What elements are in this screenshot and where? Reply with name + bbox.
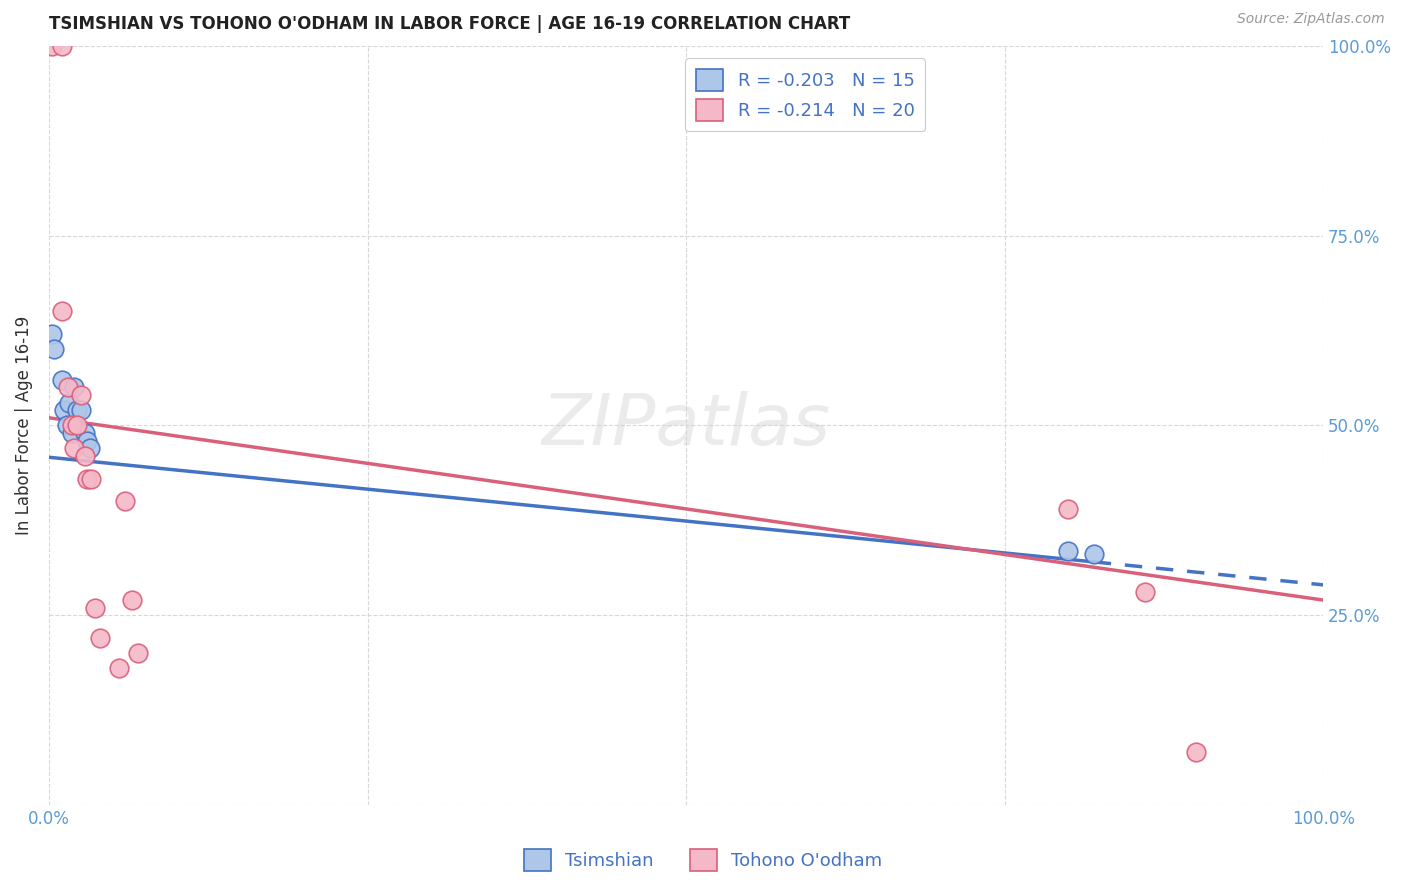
- Point: [63, 441, 86, 455]
- Point: [121, 593, 143, 607]
- Point: [53, 403, 76, 417]
- Point: [1184, 745, 1206, 759]
- Point: [58, 395, 80, 409]
- Point: [76, 471, 98, 485]
- Point: [60, 425, 83, 440]
- Point: [73, 425, 96, 440]
- Point: [1057, 502, 1080, 516]
- Point: [51, 373, 73, 387]
- Point: [80, 471, 103, 485]
- Point: [51, 38, 73, 53]
- Point: [89, 631, 111, 645]
- Point: [41, 38, 63, 53]
- Y-axis label: In Labor Force | Age 16-19: In Labor Force | Age 16-19: [15, 316, 32, 535]
- Point: [56, 380, 79, 394]
- Point: [66, 403, 89, 417]
- Text: ZIPatlas: ZIPatlas: [541, 391, 831, 460]
- Point: [63, 380, 86, 394]
- Point: [79, 441, 101, 455]
- Point: [66, 418, 89, 433]
- Point: [69, 403, 91, 417]
- Legend: R = -0.203   N = 15, R = -0.214   N = 20: R = -0.203 N = 15, R = -0.214 N = 20: [685, 59, 925, 131]
- Point: [127, 646, 149, 660]
- Point: [76, 434, 98, 448]
- Point: [83, 600, 105, 615]
- Point: [69, 388, 91, 402]
- Point: [60, 418, 83, 433]
- Point: [56, 418, 79, 433]
- Point: [41, 327, 63, 342]
- Point: [1133, 585, 1156, 599]
- Text: TSIMSHIAN VS TOHONO O'ODHAM IN LABOR FORCE | AGE 16-19 CORRELATION CHART: TSIMSHIAN VS TOHONO O'ODHAM IN LABOR FOR…: [49, 15, 851, 33]
- Point: [73, 449, 96, 463]
- Point: [108, 661, 131, 675]
- Point: [1083, 548, 1105, 562]
- Text: Source: ZipAtlas.com: Source: ZipAtlas.com: [1237, 12, 1385, 26]
- Legend: Tsimshian, Tohono O'odham: Tsimshian, Tohono O'odham: [516, 842, 890, 879]
- Point: [42, 343, 65, 357]
- Point: [1057, 543, 1080, 558]
- Point: [51, 304, 73, 318]
- Point: [114, 494, 136, 508]
